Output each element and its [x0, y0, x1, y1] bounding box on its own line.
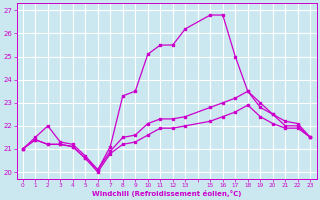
X-axis label: Windchill (Refroidissement éolien,°C): Windchill (Refroidissement éolien,°C) [92, 190, 241, 197]
